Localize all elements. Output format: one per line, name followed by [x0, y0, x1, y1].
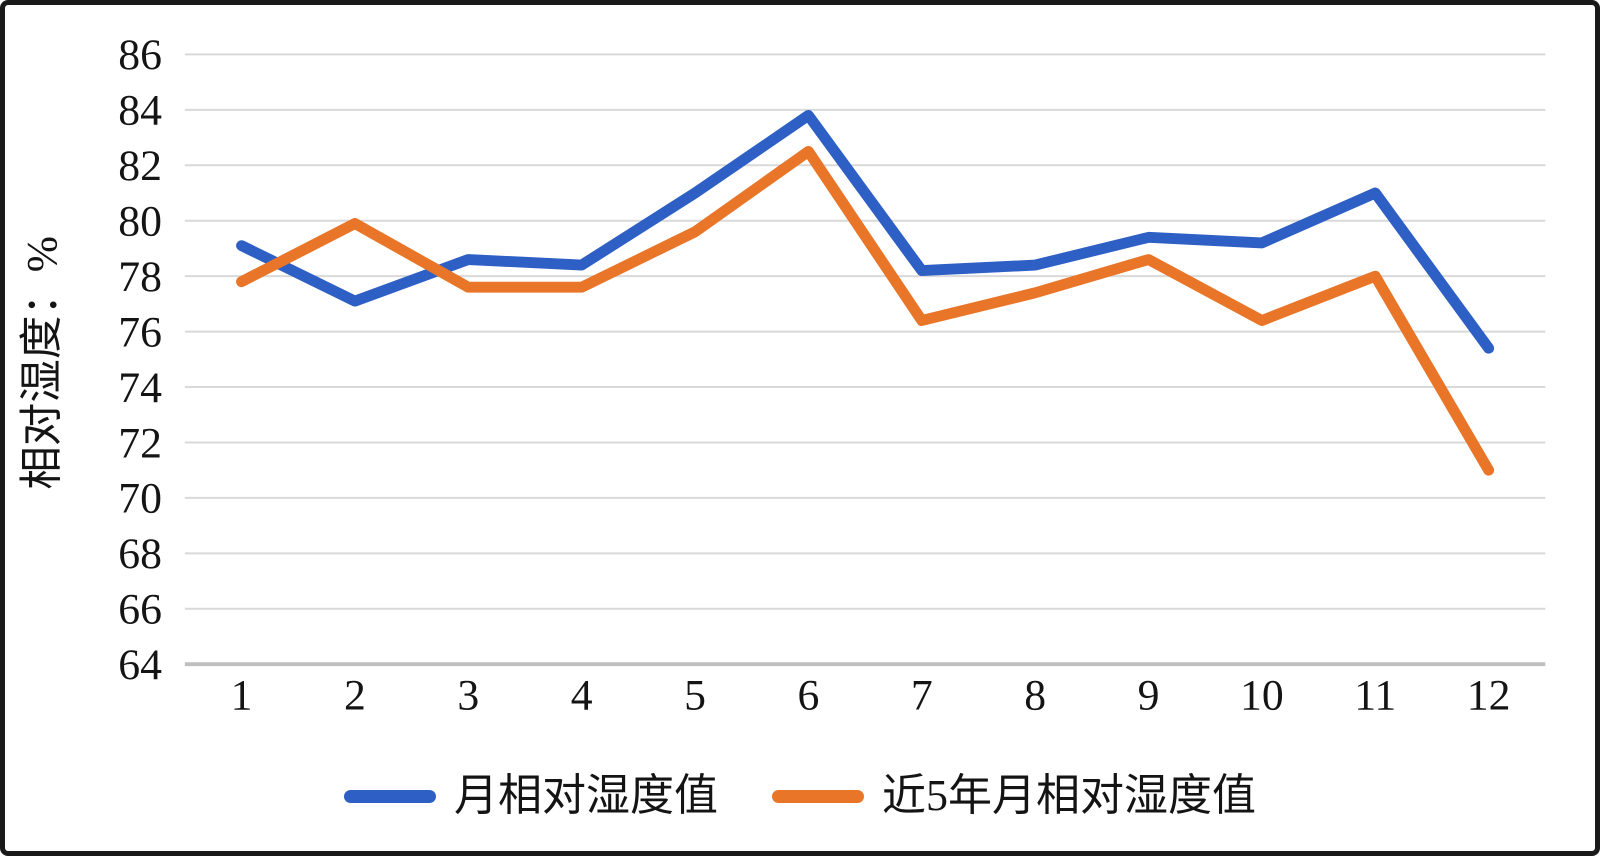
x-tick-label-3: 3 — [457, 672, 479, 720]
legend: 月相对湿度值 近5年月相对湿度值 — [5, 766, 1595, 826]
legend-swatch-recent5yr-icon — [772, 789, 864, 803]
x-tick-label-7: 7 — [911, 672, 933, 720]
y-tick-label-76: 76 — [118, 309, 162, 357]
y-axis-title: 相对湿度：% — [19, 236, 67, 490]
x-tick-label-1: 1 — [231, 672, 253, 720]
legend-label-recent5yr: 近5年月相对湿度值 — [882, 771, 1256, 820]
y-tick-label-66: 66 — [118, 586, 162, 634]
legend-item-monthly: 月相对湿度值 — [344, 774, 718, 818]
x-tick-label-8: 8 — [1024, 672, 1046, 720]
legend-swatch-monthly-icon — [344, 789, 436, 803]
x-tick-label-4: 4 — [571, 672, 593, 720]
x-tick-label-5: 5 — [684, 672, 706, 720]
x-axis-tick-labels: 1 2 3 4 5 6 7 8 9 10 11 12 — [231, 672, 1511, 720]
y-tick-label-68: 68 — [118, 530, 162, 578]
y-tick-label-84: 84 — [118, 87, 162, 135]
y-tick-label-82: 82 — [118, 142, 162, 190]
y-tick-label-72: 72 — [118, 419, 162, 467]
x-tick-label-2: 2 — [344, 672, 366, 720]
y-tick-label-70: 70 — [118, 475, 162, 523]
y-axis-tick-labels: 86 84 82 80 78 76 74 72 70 68 66 64 — [118, 31, 162, 689]
gridlines — [184, 53, 1546, 667]
legend-label-monthly: 月相对湿度值 — [454, 771, 718, 820]
y-tick-label-74: 74 — [118, 364, 162, 412]
x-tick-label-6: 6 — [797, 672, 819, 720]
series-line-recent5yr — [236, 145, 1495, 476]
legend-item-recent5yr: 近5年月相对湿度值 — [772, 774, 1256, 818]
x-tick-label-12: 12 — [1467, 672, 1511, 720]
y-tick-label-64: 64 — [118, 641, 162, 689]
x-tick-label-10: 10 — [1240, 672, 1284, 720]
y-tick-label-86: 86 — [118, 31, 162, 79]
y-tick-label-78: 78 — [118, 253, 162, 301]
y-tick-label-80: 80 — [118, 198, 162, 246]
series-line-monthly — [236, 109, 1495, 354]
x-tick-label-9: 9 — [1138, 672, 1160, 720]
x-tick-label-11: 11 — [1354, 672, 1396, 720]
series-lines — [236, 109, 1495, 476]
